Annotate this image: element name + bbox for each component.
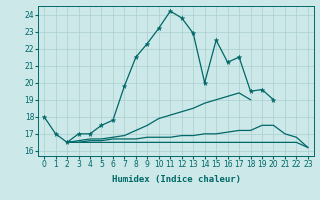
X-axis label: Humidex (Indice chaleur): Humidex (Indice chaleur) — [111, 175, 241, 184]
